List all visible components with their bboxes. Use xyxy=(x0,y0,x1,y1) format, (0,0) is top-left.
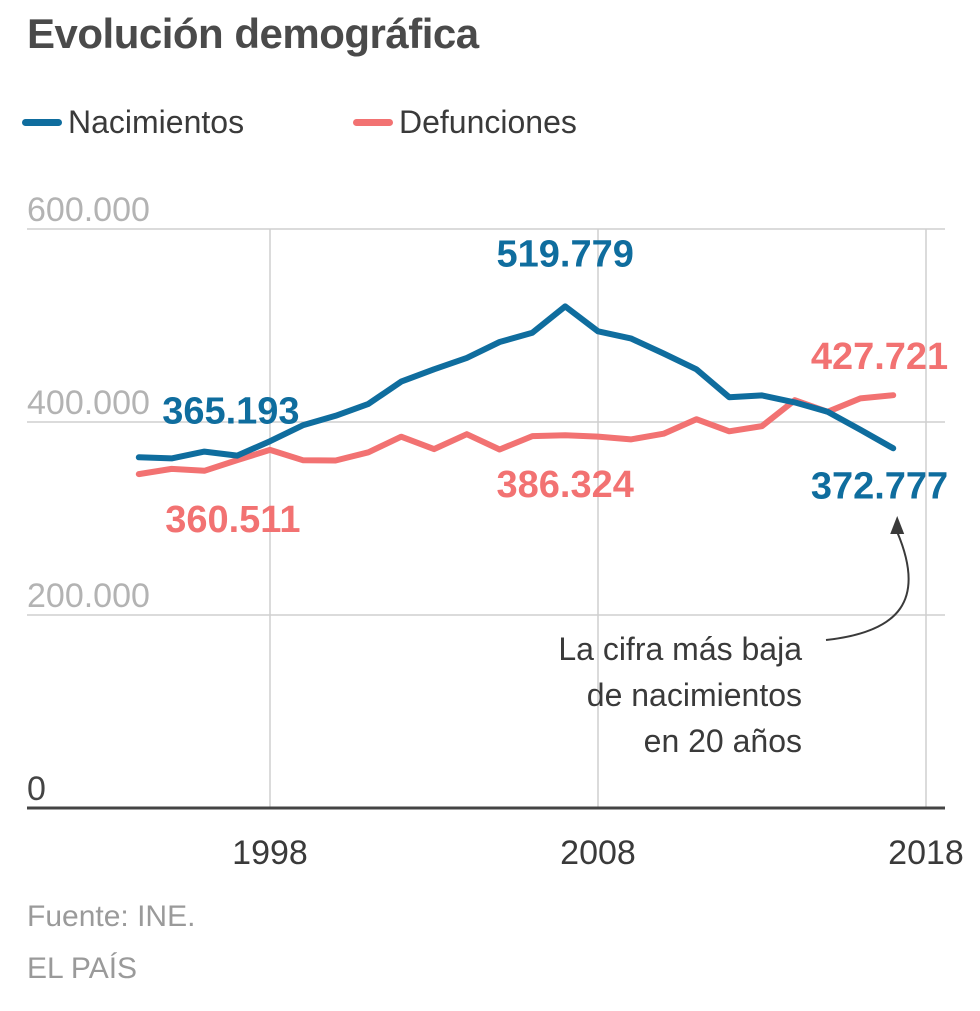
x-tick-label: 2008 xyxy=(560,834,636,872)
legend-item-defunciones: Defunciones xyxy=(353,104,577,141)
y-tick-label: 600.000 xyxy=(27,191,150,229)
series-line-defunciones xyxy=(135,392,897,478)
annotation-text-line: de nacimientos xyxy=(587,677,802,713)
chart-title: Evolución demográfica xyxy=(27,10,479,57)
source-note: Fuente: INE. xyxy=(27,900,196,933)
legend-swatch-defunciones xyxy=(353,119,393,126)
data-label-deaths: 360.511 xyxy=(165,499,300,541)
data-label-deaths: 386.324 xyxy=(497,464,634,506)
x-tick-label: 2018 xyxy=(888,834,964,872)
data-label-births: 372.777 xyxy=(811,465,948,507)
annotation-arrowhead xyxy=(890,516,905,534)
annotation-text-line: en 20 años xyxy=(644,723,802,759)
annotation-arrow xyxy=(825,531,910,641)
y-tick-label: 200.000 xyxy=(27,577,150,615)
series-line-nacimientos xyxy=(135,303,897,462)
publisher-credit: EL PAÍS xyxy=(27,952,138,985)
legend-label-nacimientos: Nacimientos xyxy=(68,104,245,140)
data-label-births: 365.193 xyxy=(162,391,299,433)
legend-label-defunciones: Defunciones xyxy=(399,104,577,140)
y-tick-label: 0 xyxy=(27,770,46,808)
y-tick-label: 400.000 xyxy=(27,384,150,422)
legend-swatch-nacimientos xyxy=(22,119,62,126)
data-label-births: 519.779 xyxy=(497,233,634,275)
legend-item-nacimientos: Nacimientos xyxy=(22,104,244,141)
data-label-deaths: 427.721 xyxy=(811,336,948,378)
line-chart: 0 200.000 400.000 600.000 1998 2008 2018 365.19… xyxy=(27,191,964,872)
annotation-text-line: La cifra más baja xyxy=(558,631,802,667)
x-tick-label: 1998 xyxy=(232,834,308,872)
